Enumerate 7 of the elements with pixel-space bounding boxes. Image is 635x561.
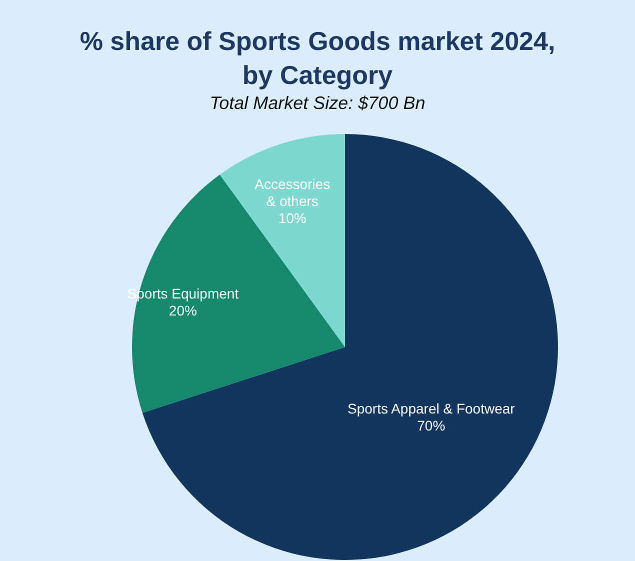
chart-subtitle: Total Market Size: $700 Bn xyxy=(210,93,426,113)
data-label: 20% xyxy=(168,302,197,318)
chart-title: % share of Sports Goods market 2024, by Category xyxy=(80,26,556,90)
slice-label: Sports Apparel & Footwear xyxy=(348,400,516,417)
data-label: 70% xyxy=(417,418,446,434)
slice-label: Accessories & others xyxy=(254,176,330,209)
data-label: 10% xyxy=(278,210,306,226)
